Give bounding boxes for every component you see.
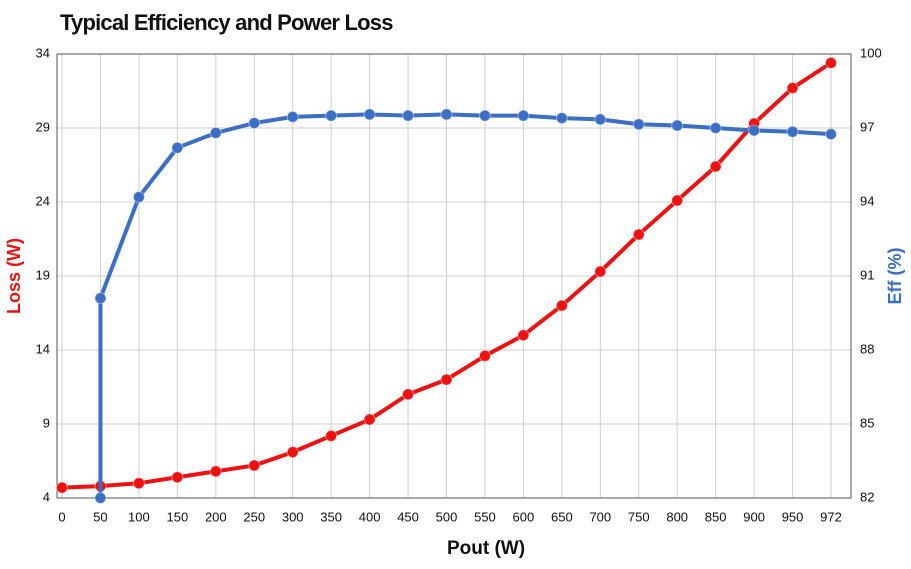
- x-tick-label: 600: [513, 509, 535, 524]
- data-point: [286, 110, 299, 123]
- x-tick-label: 250: [243, 509, 265, 524]
- data-point: [56, 481, 68, 494]
- data-point: [209, 465, 222, 478]
- data-point: [325, 109, 338, 122]
- data-point: [440, 108, 453, 121]
- series-line: [98, 112, 832, 498]
- x-tick-label: 400: [359, 509, 381, 524]
- x-tick-label: 700: [589, 509, 611, 524]
- data-point: [517, 329, 530, 342]
- data-point: [94, 492, 107, 504]
- data-point: [325, 429, 338, 442]
- x-tick-label: 450: [397, 509, 419, 524]
- data-point: [363, 413, 376, 426]
- y2-tick-label: 91: [860, 267, 874, 282]
- x-tick-label: 300: [282, 509, 304, 524]
- data-point: [748, 124, 761, 137]
- y-tick-label: 4: [43, 489, 50, 504]
- x-tick-label: 650: [551, 509, 573, 524]
- plot-frame: [56, 53, 852, 499]
- x-tick-label: 100: [128, 509, 150, 524]
- data-point: [478, 109, 491, 122]
- y2-tick-label: 82: [860, 489, 874, 504]
- x-tick-label: 800: [666, 509, 688, 524]
- data-point: [786, 82, 799, 95]
- y2-tick-label: 88: [860, 341, 874, 356]
- data-point: [440, 373, 453, 386]
- data-point: [248, 117, 261, 130]
- data-point: [632, 228, 645, 241]
- data-point: [171, 471, 184, 484]
- y2-axis-label: Eff (%): [885, 248, 905, 305]
- data-point: [555, 112, 568, 125]
- data-point: [132, 477, 145, 490]
- data-point: [709, 160, 722, 173]
- x-tick-label: 550: [474, 509, 496, 524]
- x-tick-label: 750: [628, 509, 650, 524]
- data-point: [709, 122, 722, 134]
- x-tick-label: 350: [320, 509, 342, 524]
- x-tick-label: 950: [782, 509, 804, 524]
- data-point: [171, 141, 184, 154]
- y-tick-label: 34: [36, 45, 50, 60]
- data-point: [671, 194, 684, 207]
- y-axis-label: Loss (W): [4, 238, 24, 314]
- y-tick-label: 9: [43, 415, 50, 430]
- data-point: [594, 265, 607, 278]
- data-point: [94, 292, 107, 305]
- data-point: [402, 388, 415, 401]
- data-point: [786, 125, 799, 138]
- chart-title: Typical Efficiency and Power Loss: [60, 10, 393, 35]
- y-tick-label: 29: [36, 119, 50, 134]
- data-point: [286, 446, 299, 459]
- y2-tick-label: 85: [860, 415, 874, 430]
- data-point: [555, 299, 568, 312]
- data-point: [209, 126, 222, 139]
- data-point: [671, 119, 684, 132]
- data-point: [517, 109, 530, 122]
- data-point: [825, 128, 837, 141]
- data-point: [478, 349, 491, 362]
- y-tick-label: 19: [36, 267, 50, 282]
- x-tick-label: 850: [705, 509, 727, 524]
- y2-tick-label: 97: [860, 119, 874, 134]
- data-point: [632, 118, 645, 131]
- x-tick-label: 972: [820, 509, 842, 524]
- data-point: [132, 191, 145, 204]
- x-tick-label: 900: [743, 509, 765, 524]
- x-tick-label: 150: [166, 509, 188, 524]
- data-point: [825, 56, 837, 69]
- data-point: [363, 108, 376, 121]
- y2-tick-label: 94: [860, 193, 874, 208]
- data-point: [402, 109, 415, 122]
- y-tick-label: 14: [36, 341, 50, 356]
- x-tick-label: 0: [58, 509, 65, 524]
- x-tick-label: 200: [205, 509, 227, 524]
- x-axis-label: Pout (W): [447, 538, 525, 559]
- x-tick-label: 500: [436, 509, 458, 524]
- y2-tick-label: 100: [860, 45, 882, 60]
- data-point: [248, 459, 261, 472]
- data-point: [594, 113, 607, 126]
- x-tick-label: 50: [93, 509, 107, 524]
- y-tick-label: 24: [36, 193, 50, 208]
